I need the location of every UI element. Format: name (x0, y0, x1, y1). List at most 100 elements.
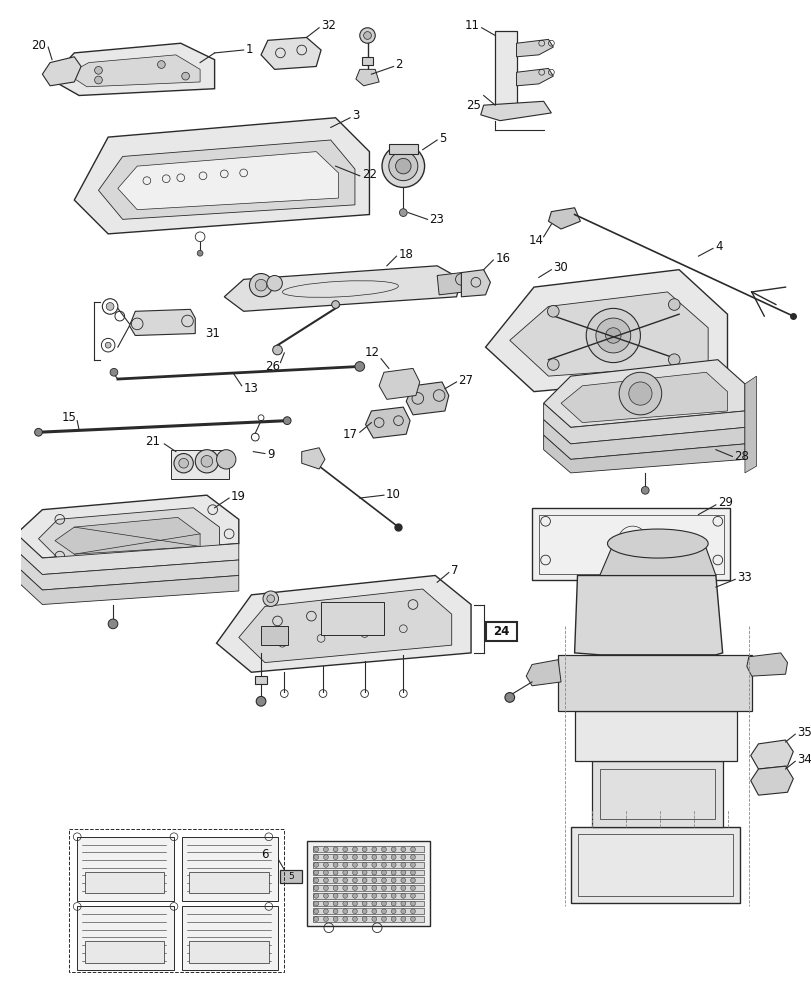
Polygon shape (129, 309, 195, 335)
Circle shape (618, 372, 661, 415)
Circle shape (381, 886, 386, 890)
Circle shape (628, 382, 651, 405)
Circle shape (410, 870, 415, 875)
Circle shape (391, 862, 396, 867)
Bar (313, 877, 423, 883)
Circle shape (255, 279, 267, 291)
Circle shape (401, 847, 406, 852)
Circle shape (371, 917, 376, 921)
Bar (313, 916, 423, 922)
Circle shape (323, 855, 328, 860)
Text: 6: 6 (261, 848, 268, 861)
Circle shape (35, 428, 42, 436)
Polygon shape (574, 575, 722, 655)
Circle shape (641, 486, 648, 494)
Text: 33: 33 (736, 571, 751, 584)
Circle shape (313, 917, 318, 921)
Bar (189, 941, 268, 963)
Circle shape (410, 909, 415, 914)
Circle shape (157, 61, 165, 68)
Circle shape (313, 893, 318, 898)
Circle shape (342, 862, 347, 867)
Polygon shape (750, 740, 792, 769)
Bar (313, 870, 423, 875)
Bar (313, 893, 423, 899)
Bar (495, 31, 516, 110)
Circle shape (352, 878, 357, 883)
Text: 29: 29 (717, 496, 732, 509)
Circle shape (399, 209, 406, 216)
Circle shape (323, 909, 328, 914)
Circle shape (342, 893, 347, 898)
Circle shape (272, 345, 282, 355)
Polygon shape (67, 55, 200, 87)
Circle shape (371, 886, 376, 890)
Circle shape (401, 878, 406, 883)
Bar (261, 626, 288, 645)
Circle shape (342, 855, 347, 860)
Circle shape (313, 855, 318, 860)
Circle shape (586, 308, 640, 363)
Polygon shape (217, 575, 470, 672)
Circle shape (323, 862, 328, 867)
Circle shape (354, 362, 364, 371)
Circle shape (342, 909, 347, 914)
Polygon shape (516, 68, 552, 86)
Circle shape (333, 847, 337, 852)
Polygon shape (547, 208, 580, 229)
Circle shape (108, 619, 118, 629)
Polygon shape (50, 43, 214, 95)
Text: 7: 7 (450, 564, 457, 577)
Circle shape (105, 342, 111, 348)
Circle shape (401, 870, 406, 875)
Circle shape (410, 855, 415, 860)
Circle shape (249, 274, 272, 297)
Bar (182, 837, 278, 901)
Circle shape (410, 901, 415, 906)
Circle shape (410, 847, 415, 852)
Circle shape (256, 696, 265, 706)
Bar (182, 906, 278, 970)
Polygon shape (16, 566, 238, 605)
Circle shape (381, 145, 424, 187)
Circle shape (174, 454, 193, 473)
Circle shape (342, 886, 347, 890)
Text: 24: 24 (492, 625, 508, 638)
Polygon shape (485, 270, 727, 392)
Polygon shape (16, 495, 238, 558)
Circle shape (178, 458, 188, 468)
Circle shape (401, 901, 406, 906)
Bar (577, 834, 732, 896)
Circle shape (217, 450, 236, 469)
Circle shape (410, 893, 415, 898)
Text: 27: 27 (458, 374, 473, 387)
Circle shape (352, 862, 357, 867)
Text: 31: 31 (204, 327, 220, 340)
Circle shape (391, 878, 396, 883)
Text: 9: 9 (267, 448, 274, 461)
Circle shape (371, 901, 376, 906)
Polygon shape (480, 101, 551, 121)
Polygon shape (516, 39, 552, 57)
Bar (570, 827, 739, 903)
Circle shape (323, 901, 328, 906)
Polygon shape (16, 550, 238, 590)
Circle shape (371, 855, 376, 860)
Polygon shape (406, 382, 448, 415)
Polygon shape (744, 376, 756, 473)
Polygon shape (557, 655, 751, 711)
Circle shape (667, 299, 680, 310)
Circle shape (381, 847, 386, 852)
Circle shape (391, 909, 396, 914)
Circle shape (342, 901, 347, 906)
Circle shape (395, 158, 410, 174)
Circle shape (106, 303, 114, 310)
Polygon shape (461, 270, 490, 297)
Circle shape (362, 862, 367, 867)
Bar (313, 908, 423, 914)
Polygon shape (38, 508, 219, 558)
Text: 26: 26 (264, 360, 280, 373)
Circle shape (381, 901, 386, 906)
Circle shape (362, 878, 367, 883)
Text: 13: 13 (243, 382, 258, 395)
